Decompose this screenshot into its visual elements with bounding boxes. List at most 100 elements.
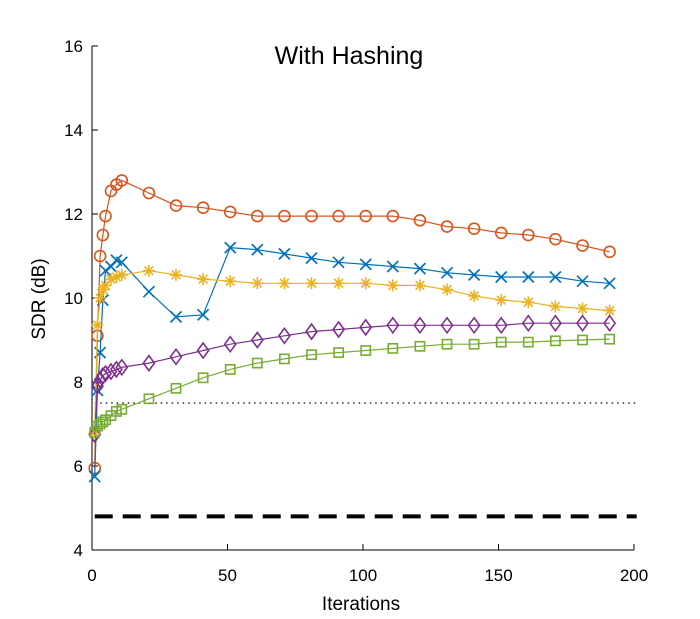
data-point xyxy=(467,316,481,335)
y-tick-label: 10 xyxy=(64,289,83,308)
data-point xyxy=(197,372,209,384)
data-point xyxy=(99,364,113,383)
data-point xyxy=(468,268,481,282)
data-point xyxy=(170,268,183,281)
data-point xyxy=(115,174,129,187)
data-point xyxy=(251,243,264,256)
data-point xyxy=(603,304,616,317)
data-point xyxy=(359,209,373,223)
series-square xyxy=(89,333,616,438)
series-circle xyxy=(88,174,616,475)
data-point xyxy=(88,470,101,483)
y-axis-title: SDR (dB) xyxy=(29,258,50,339)
data-point xyxy=(196,201,210,214)
data-point xyxy=(197,308,210,321)
data-point xyxy=(90,377,104,396)
data-point xyxy=(413,262,427,275)
data-point xyxy=(169,310,183,324)
data-point xyxy=(332,209,345,223)
data-point xyxy=(196,341,210,360)
data-point xyxy=(170,382,182,394)
data-point xyxy=(467,222,481,235)
x-tick-label: 200 xyxy=(620,566,648,585)
data-point xyxy=(251,277,264,290)
data-point xyxy=(99,264,112,277)
data-point xyxy=(332,277,345,290)
data-point xyxy=(359,258,372,271)
data-point xyxy=(386,316,400,335)
series-line xyxy=(94,179,610,469)
x-tick-label: 50 xyxy=(218,566,237,585)
data-point xyxy=(386,209,400,223)
y-tick-label: 6 xyxy=(74,457,83,476)
data-point xyxy=(441,338,453,350)
data-point xyxy=(522,270,535,284)
x-tick-label: 150 xyxy=(484,566,512,585)
data-point xyxy=(99,279,112,292)
data-point xyxy=(88,425,102,444)
data-point xyxy=(96,283,109,296)
data-point xyxy=(386,260,399,273)
data-point xyxy=(576,314,590,333)
data-point xyxy=(549,270,562,284)
data-point xyxy=(521,314,535,333)
data-point xyxy=(604,333,616,345)
data-point xyxy=(440,220,454,233)
data-point xyxy=(360,345,372,356)
data-point xyxy=(110,271,123,283)
data-point xyxy=(305,277,318,290)
data-point xyxy=(305,209,318,223)
data-point xyxy=(440,316,454,335)
y-tick-label: 12 xyxy=(64,205,83,224)
data-point xyxy=(359,277,372,290)
data-point xyxy=(305,322,319,341)
series-diamond xyxy=(88,314,617,444)
data-point xyxy=(494,226,508,240)
data-point xyxy=(495,336,507,348)
data-point xyxy=(91,319,104,332)
data-point xyxy=(440,266,454,279)
data-point xyxy=(387,342,399,354)
data-point xyxy=(250,331,264,349)
y-tick-label: 14 xyxy=(64,121,83,140)
data-point xyxy=(94,292,107,304)
data-point xyxy=(223,335,237,354)
data-point xyxy=(468,338,480,350)
data-point xyxy=(549,300,562,313)
data-point xyxy=(169,199,183,212)
data-point xyxy=(414,340,426,352)
data-point xyxy=(116,403,128,415)
data-point xyxy=(110,405,122,417)
data-point xyxy=(224,275,237,288)
data-point xyxy=(93,249,107,263)
data-point xyxy=(278,247,291,261)
data-point xyxy=(305,251,318,265)
data-point xyxy=(169,347,183,366)
data-point xyxy=(603,277,616,290)
data-point xyxy=(577,334,588,346)
data-point xyxy=(104,362,118,381)
data-point xyxy=(251,209,264,223)
data-point xyxy=(142,285,156,298)
data-point xyxy=(548,314,562,333)
chart-title: With Hashing xyxy=(275,42,424,70)
data-point xyxy=(278,209,291,223)
data-point xyxy=(576,239,589,252)
data-point xyxy=(197,273,210,286)
y-tick-label: 8 xyxy=(74,373,83,392)
data-point xyxy=(142,264,155,277)
data-point xyxy=(522,336,534,348)
data-point xyxy=(115,358,129,377)
data-point xyxy=(306,349,317,361)
x-tick-label: 0 xyxy=(87,566,96,585)
data-point xyxy=(549,232,562,246)
data-point xyxy=(251,357,263,369)
data-point xyxy=(332,320,346,339)
data-point xyxy=(142,186,156,200)
data-point xyxy=(495,294,508,307)
y-tick-label: 4 xyxy=(74,541,83,560)
data-point xyxy=(603,314,617,333)
data-point xyxy=(550,335,561,347)
data-point xyxy=(99,209,112,223)
